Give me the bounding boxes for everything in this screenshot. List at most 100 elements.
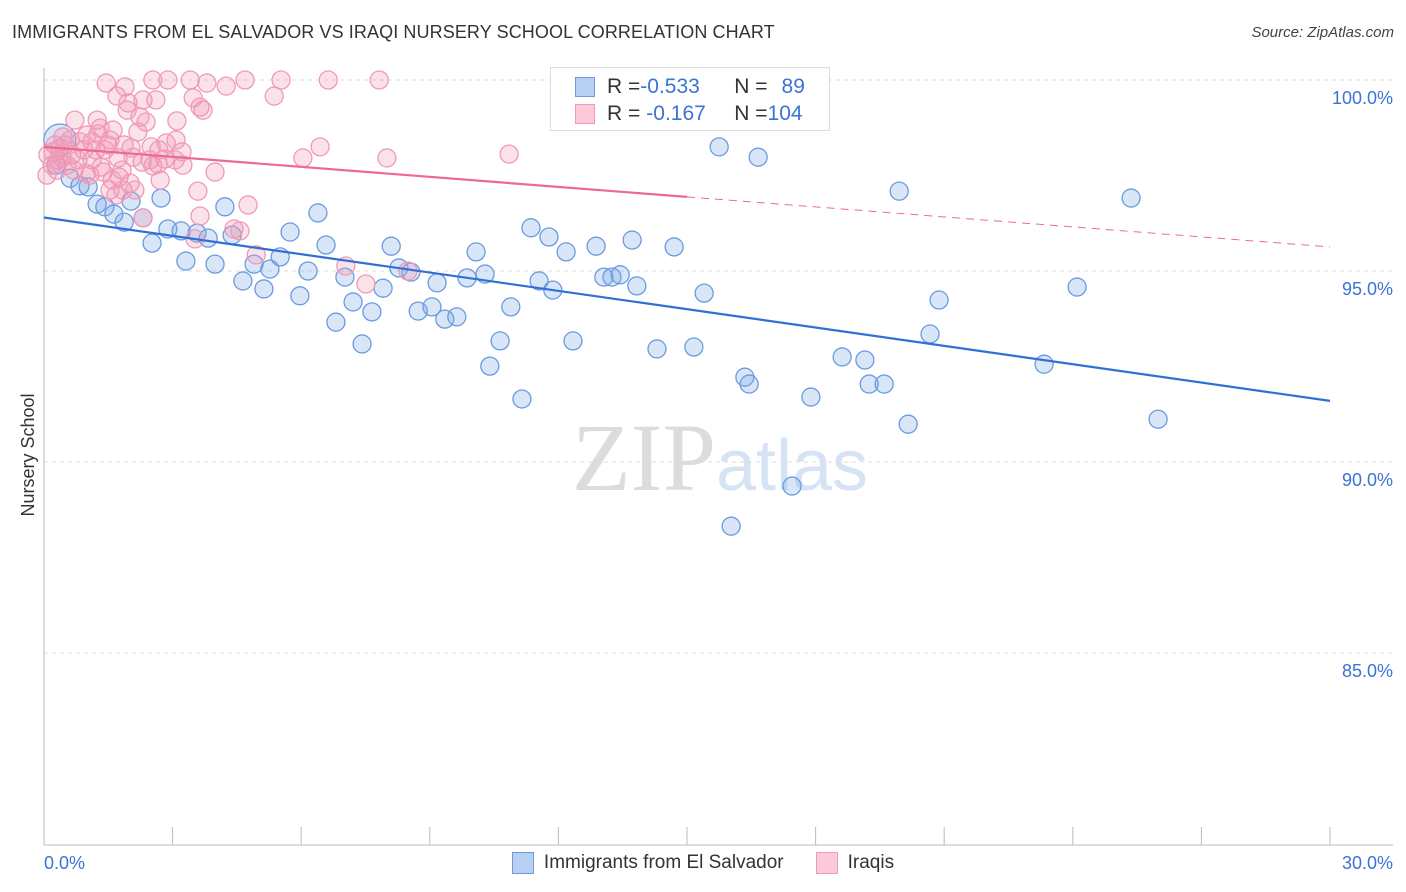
el-salvador-point xyxy=(1148,409,1168,429)
el-salvador-point xyxy=(739,374,759,394)
n-value: 104 xyxy=(767,102,803,125)
el-salvador-point xyxy=(233,271,253,291)
el-salvador-point xyxy=(501,297,521,317)
iraqis-point xyxy=(173,155,193,175)
iraqis-point xyxy=(133,208,153,228)
el-salvador-point xyxy=(782,476,802,496)
series-legend: Immigrants from El Salvador Iraqis xyxy=(0,852,1406,874)
iraqis-point xyxy=(238,195,258,215)
el-salvador-point xyxy=(151,188,171,208)
y-tick-label: 90.0% xyxy=(1342,470,1393,490)
legend-label: Immigrants from El Salvador xyxy=(543,852,784,873)
el-salvador-point xyxy=(87,194,107,214)
el-salvador-point xyxy=(832,347,852,367)
el-salvador-point xyxy=(594,267,614,287)
iraqis-point xyxy=(190,206,210,226)
blue-swatch xyxy=(575,77,595,97)
el-salvador-point xyxy=(748,147,768,167)
iraqis-point xyxy=(45,135,65,155)
legend-item-el-salvador[interactable]: Immigrants from El Salvador xyxy=(511,852,784,874)
y-tick-label: 100.0% xyxy=(1332,88,1393,108)
iraqis-point xyxy=(146,90,166,110)
r-value: -0.167 xyxy=(646,102,706,125)
el-salvador-point xyxy=(205,254,225,274)
iraqis-point xyxy=(155,149,175,169)
pink-swatch xyxy=(815,852,838,874)
el-salvador-point xyxy=(859,374,879,394)
el-salvador-point xyxy=(556,242,576,262)
chart-title: IMMIGRANTS FROM EL SALVADOR VS IRAQI NUR… xyxy=(12,22,775,42)
el-salvador-point xyxy=(447,307,467,327)
el-salvador-point xyxy=(684,337,704,357)
r-label: R = xyxy=(607,75,641,98)
iraqis-point xyxy=(377,148,397,168)
el-salvador-point xyxy=(721,516,741,536)
iraqis-point xyxy=(369,70,389,90)
iraqis-point xyxy=(102,170,122,190)
iraqis-trend-line xyxy=(43,145,688,198)
iraqis-point xyxy=(246,245,266,265)
el-salvador-point xyxy=(586,236,606,256)
legend-item-iraqis[interactable]: Iraqis xyxy=(815,852,894,874)
el-salvador-point xyxy=(280,222,300,242)
el-salvador-point xyxy=(260,259,280,279)
pink-swatch xyxy=(575,104,595,124)
iraqis-point xyxy=(216,76,236,96)
el-salvador-point xyxy=(521,218,541,238)
iraqis-point xyxy=(143,70,163,90)
x-tick-label-max: 30.0% xyxy=(1342,853,1393,873)
el-salvador-point xyxy=(422,297,442,317)
iraqis-point xyxy=(65,110,85,130)
iraqis-point xyxy=(264,86,284,106)
iraqis-point xyxy=(80,165,100,185)
el-salvador-point xyxy=(381,236,401,256)
el-salvador-point xyxy=(114,212,134,232)
el-salvador-point xyxy=(1034,354,1054,374)
el-salvador-point xyxy=(373,278,393,298)
iraqis-point xyxy=(118,93,138,113)
stats-legend: R = -0.533 N = 89 R = -0.167 N = 104 xyxy=(550,67,830,131)
el-salvador-point xyxy=(142,233,162,253)
el-salvador-point xyxy=(898,414,918,434)
r-label: R = xyxy=(607,102,641,125)
el-salvador-point xyxy=(326,312,346,332)
el-salvador-point xyxy=(610,265,630,285)
el-salvador-point xyxy=(664,237,684,257)
iraqis-point xyxy=(90,118,110,138)
iraqis-point xyxy=(197,73,217,93)
n-label: N = xyxy=(734,102,768,125)
el-salvador-point xyxy=(512,389,532,409)
el-salvador-point xyxy=(709,137,729,157)
y-tick-label: 85.0% xyxy=(1342,661,1393,681)
el-salvador-point xyxy=(920,324,940,344)
el-salvador-point xyxy=(855,350,875,370)
el-salvador-point xyxy=(176,251,196,271)
el-salvador-point xyxy=(427,273,447,293)
el-salvador-point xyxy=(539,227,559,247)
stats-row-iraqis: R = -0.167 N = 104 xyxy=(575,101,803,127)
el-salvador-point xyxy=(290,286,310,306)
el-salvador-point xyxy=(889,181,909,201)
el-salvador-point xyxy=(801,387,821,407)
el-salvador-point xyxy=(343,292,363,312)
iraqis-point xyxy=(190,97,210,117)
iraqis-point xyxy=(499,144,519,164)
iraqis-trend-line-extension xyxy=(686,196,1331,248)
iraqis-point xyxy=(106,185,126,205)
iraqis-point xyxy=(125,180,145,200)
el-salvador-point xyxy=(490,331,510,351)
el-salvador-point xyxy=(435,309,455,329)
watermark: ZIPatlas xyxy=(572,404,868,511)
r-value: -0.533 xyxy=(640,75,700,98)
el-salvador-point xyxy=(215,197,235,217)
iraqis-point xyxy=(37,165,57,185)
iraqis-point xyxy=(38,145,58,165)
stats-row-el-salvador: R = -0.533 N = 89 xyxy=(575,74,805,100)
blue-swatch xyxy=(511,852,534,874)
x-tick-label-min: 0.0% xyxy=(44,853,85,873)
n-value: 89 xyxy=(781,75,805,98)
iraqis-point xyxy=(230,221,250,241)
iraqis-point xyxy=(107,86,127,106)
